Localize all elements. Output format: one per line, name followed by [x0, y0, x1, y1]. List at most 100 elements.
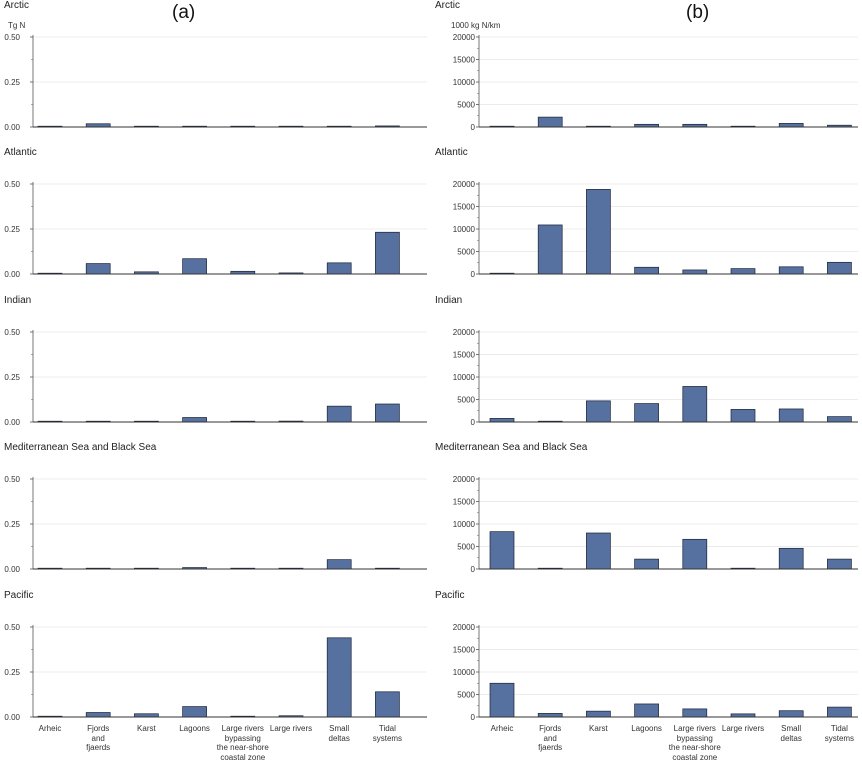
bar-chart: 0 5000 10000 15000 20000 [453, 475, 858, 574]
bar [537, 224, 563, 275]
x-tick-label: Fjords and fjaerds [65, 724, 131, 753]
bar [326, 637, 352, 718]
region-title: Mediterranean Sea and Black Sea [4, 442, 157, 453]
region-title: Arctic [435, 0, 460, 11]
bar-chart: 0.00 0.25 0.50 [4, 33, 427, 132]
x-tick-label-line: coastal zone [672, 752, 718, 762]
y-tick-label: 0 [471, 713, 476, 722]
x-tick-label-line: Tidal [378, 724, 396, 733]
bar [326, 262, 352, 275]
figure-a-label: (a) [172, 2, 196, 23]
bar [778, 547, 804, 570]
bar [326, 559, 352, 570]
bar [326, 405, 352, 423]
bar [134, 713, 159, 718]
bar [634, 266, 659, 275]
y-tick-label: 0.50 [4, 623, 20, 632]
bar [489, 531, 515, 570]
y-tick-label: 20000 [453, 623, 476, 632]
bar [85, 263, 111, 275]
y-tick-label: 15000 [453, 646, 476, 655]
y-tick-label: 0 [471, 270, 476, 279]
region-title: Arctic [4, 0, 29, 11]
bar [489, 682, 515, 718]
x-tick-label-line: Arheic [38, 724, 62, 733]
bar-chart: 0 5000 10000 15000 20000 [453, 33, 858, 132]
y-tick-label: 0.00 [4, 270, 20, 279]
x-tick-label-line: Tidal [830, 724, 848, 733]
x-tick-label-line: the near-shore [668, 743, 721, 752]
x-tick-label: Arheic [469, 724, 535, 734]
panel-a-arctic: Arctic 0.00 0.25 0.50 [0, 0, 431, 148]
region-title: Indian [4, 295, 32, 306]
y-tick-label: 10000 [453, 78, 476, 87]
x-tick-label-line: Lagoons [631, 724, 662, 733]
y-tick-label: 0.25 [4, 520, 20, 529]
x-tick-label-line: coastal zone [220, 752, 266, 762]
bar [730, 268, 756, 275]
x-tick-label-line: Karst [589, 724, 608, 733]
x-tick-label: Arheic [17, 724, 83, 734]
panel-b-pacific: Pacific 0 5000 10000 15000 20000 [431, 590, 862, 738]
bar [182, 258, 207, 275]
x-tick-label: Large rivers [710, 724, 776, 734]
bar [682, 538, 708, 570]
category-labels: Arheic Fjords and fjaerds Karst Lagoons Large … [0, 724, 431, 768]
region-title: Pacific [435, 590, 465, 601]
bar [586, 189, 611, 275]
bar [778, 123, 804, 128]
bar [85, 712, 111, 718]
region-title: Indian [435, 295, 463, 306]
y-tick-label: 0.00 [4, 123, 20, 132]
bar [682, 708, 708, 718]
bar [375, 231, 400, 275]
x-tick-label-line: Large rivers [673, 724, 716, 733]
y-tick-label: 5000 [457, 691, 475, 700]
x-tick-label-line: the near-shore [216, 743, 269, 752]
x-tick-label: Karst [113, 724, 179, 734]
bar [778, 408, 804, 423]
bar [537, 116, 563, 128]
bar [634, 703, 659, 718]
bar [375, 691, 400, 718]
x-tick-label: Fjords and fjaerds [517, 724, 583, 753]
x-tick-label-line: Large rivers [221, 724, 264, 733]
bar-chart: 0 5000 10000 15000 20000 [453, 328, 858, 427]
y-tick-label: 0.00 [4, 713, 20, 722]
x-tick-label: Tidal systems [354, 724, 420, 743]
x-tick-label: Lagoons [614, 724, 680, 734]
x-tick-label: Large rivers bypassing the near-shore coast… [662, 724, 728, 762]
bar-chart: 0.00 0.25 0.50 [4, 475, 427, 574]
y-tick-label: 15000 [453, 203, 476, 212]
bar [827, 261, 852, 275]
bar-chart: 0.00 0.25 0.50 [4, 623, 427, 722]
y-tick-label: 20000 [453, 475, 476, 484]
x-tick-label-line: and [543, 733, 557, 743]
y-tick-label: 10000 [453, 225, 476, 234]
y-tick-label: 0 [471, 565, 476, 574]
bar [730, 713, 756, 718]
figure-a: (a) Tg N Arctic 0.00 0.25 0.50 Atlantic 0.00 0… [0, 0, 431, 768]
x-tick-label-line: systems [824, 733, 855, 743]
panel-a-atlantic: Atlantic 0.00 0.25 0.50 [0, 147, 431, 295]
bar-chart: 0.00 0.25 0.50 [4, 180, 427, 279]
x-tick-label: Small deltas [306, 724, 372, 743]
y-tick-label: 5000 [457, 543, 475, 552]
x-tick-label-line: Fjords [87, 724, 110, 733]
region-title: Atlantic [4, 147, 37, 158]
panel-a-indian: Indian 0.00 0.25 0.50 [0, 295, 431, 443]
bar [682, 386, 708, 423]
y-tick-label: 0.50 [4, 33, 20, 42]
y-tick-label: 0 [471, 418, 476, 427]
bar [827, 416, 852, 423]
x-tick-label-line: Lagoons [179, 724, 210, 733]
y-tick-label: 0.25 [4, 668, 20, 677]
bar [85, 123, 111, 128]
figure-a-unit: Tg N [8, 21, 26, 30]
region-title: Mediterranean Sea and Black Sea [435, 442, 588, 453]
panel-b-mediterranean-sea-and-black-sea: Mediterranean Sea and Black Sea 0 5000 1000… [431, 442, 862, 590]
y-tick-label: 15000 [453, 351, 476, 360]
x-tick-label-line: and [91, 733, 105, 743]
x-tick-label-line: Small [781, 724, 802, 733]
y-tick-label: 5000 [457, 101, 475, 110]
